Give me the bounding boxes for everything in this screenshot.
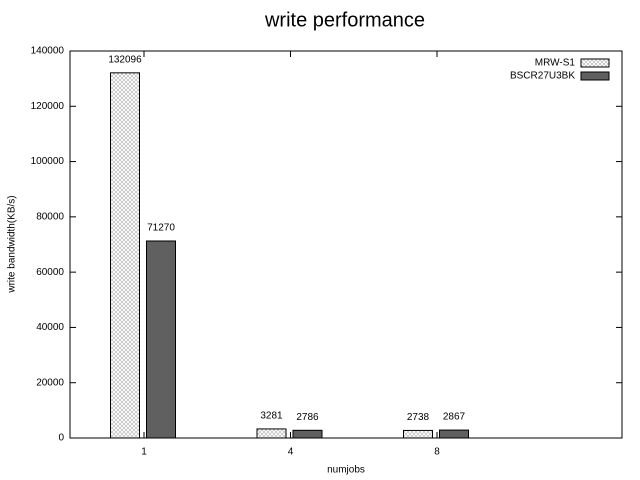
- legend-swatch: [580, 71, 610, 81]
- data-label: 2786: [296, 412, 319, 423]
- legend-label: MRW-S1: [535, 58, 576, 69]
- y-tick-label: 140000: [31, 46, 65, 57]
- y-tick-label: 100000: [31, 156, 65, 167]
- y-axis-label: write bandwidth(KB/s): [7, 195, 18, 293]
- bar: [403, 429, 433, 439]
- y-tick-label: 20000: [36, 377, 64, 388]
- data-label: 2867: [443, 412, 466, 423]
- y-tick-label: 0: [58, 433, 64, 444]
- data-label: 71270: [147, 223, 175, 234]
- y-tick-label: 40000: [36, 322, 64, 333]
- chart-title: write performance: [264, 9, 425, 31]
- bar: [292, 429, 323, 439]
- bar: [110, 72, 140, 439]
- y-tick-label: 120000: [31, 101, 65, 112]
- bar: [146, 240, 176, 439]
- bar: [439, 429, 469, 439]
- x-tick-label: 8: [434, 447, 440, 458]
- plot-border: [69, 50, 623, 439]
- legend-label: BSCR27U3BK: [510, 71, 575, 82]
- x-tick-label: 4: [288, 447, 294, 458]
- y-tick-label: 60000: [36, 267, 64, 278]
- legend-swatch: [580, 58, 610, 68]
- x-tick-label: 1: [141, 447, 147, 458]
- data-label: 2738: [407, 412, 430, 423]
- x-axis-label: numjobs: [327, 465, 365, 476]
- data-label: 132096: [108, 54, 142, 65]
- y-tick-label: 80000: [36, 211, 64, 222]
- bar: [256, 428, 287, 439]
- data-label: 3281: [260, 411, 283, 422]
